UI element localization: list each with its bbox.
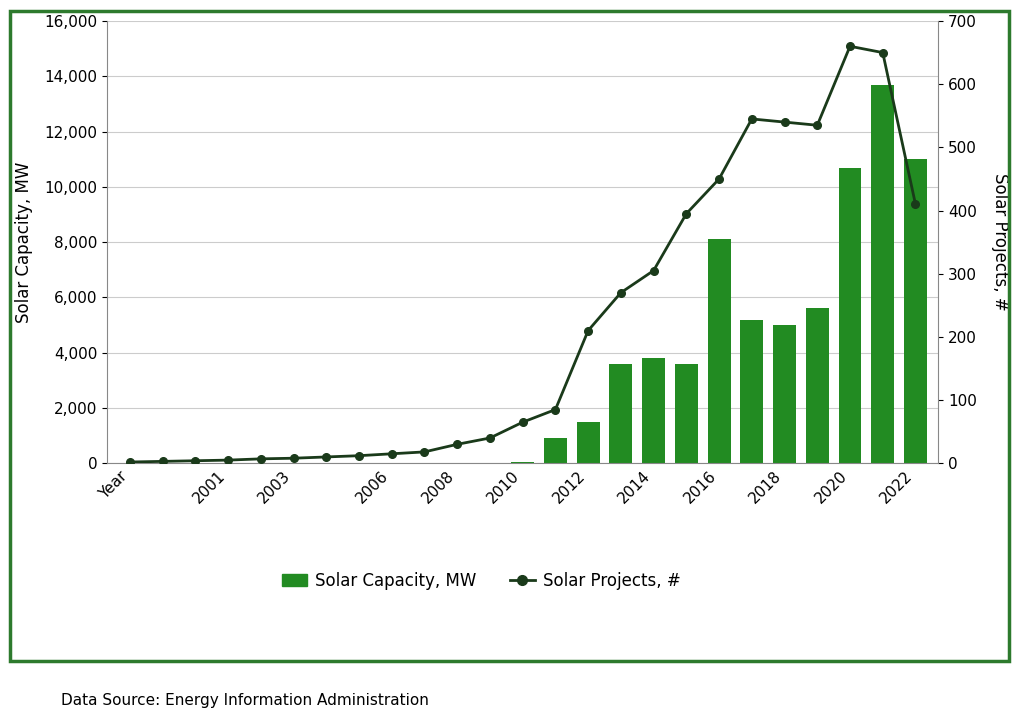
Bar [708, 239, 730, 463]
Y-axis label: Solar Capacity, MW: Solar Capacity, MW [15, 162, 33, 323]
Text: Data Source: Energy Information Administration: Data Source: Energy Information Administ… [61, 693, 429, 708]
Bar [642, 358, 665, 463]
Bar [577, 422, 600, 463]
Legend: Solar Capacity, MW, Solar Projects, #: Solar Capacity, MW, Solar Projects, # [274, 565, 687, 597]
Bar [511, 462, 535, 463]
Bar [773, 325, 796, 463]
Bar [675, 364, 697, 463]
Bar [740, 319, 763, 463]
Bar [806, 308, 828, 463]
Bar [839, 168, 861, 463]
Bar [609, 364, 633, 463]
Bar [871, 85, 894, 463]
Bar [904, 159, 927, 463]
Y-axis label: Solar Projects, #: Solar Projects, # [991, 173, 1009, 311]
Bar [544, 439, 567, 463]
